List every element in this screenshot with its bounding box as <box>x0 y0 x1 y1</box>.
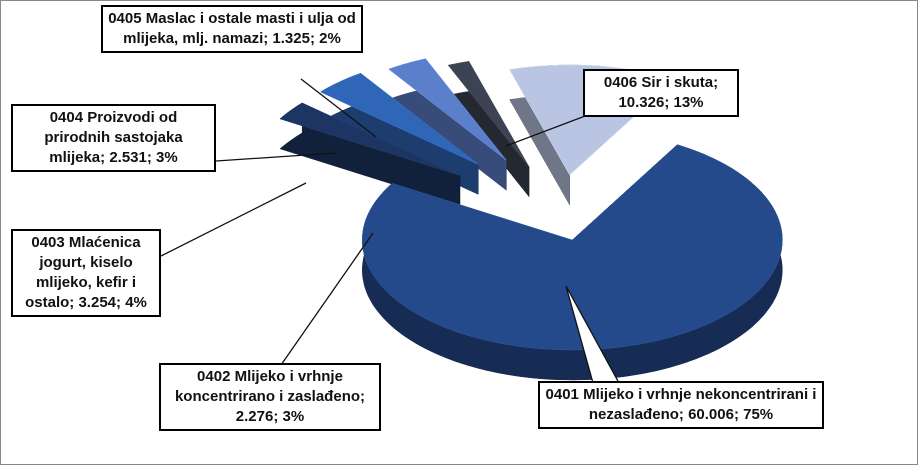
label-category: 0405 Maslac i ostale masti i ulja od mli… <box>108 10 356 47</box>
label-category: 0401 Mlijeko i vrhnje nekoncentrirani i … <box>545 386 817 423</box>
data-label: 0404 Proizvodi od prirodnih sastojaka ml… <box>11 104 216 172</box>
leader-line <box>215 152 337 162</box>
slice <box>388 58 507 161</box>
leader-line <box>160 182 307 257</box>
label-percent: 4% <box>125 294 147 311</box>
label-category: 0403 Mlaćenica jogurt, kiselo mlijeko, k… <box>25 234 141 311</box>
leader-line <box>280 232 374 366</box>
slice <box>279 102 461 176</box>
slice <box>319 73 479 165</box>
data-label: 0401 Mlijeko i vrhnje nekoncentrirani i … <box>538 381 824 429</box>
label-value: 2.531; <box>109 149 152 166</box>
label-category: 0404 Proizvodi od prirodnih sastojaka ml… <box>44 109 183 166</box>
label-category: 0402 Mlijeko i vrhnje koncentrirano i za… <box>174 368 366 405</box>
leader-line <box>565 285 620 384</box>
label-value: 2.276; <box>235 408 279 425</box>
label-percent: 75% <box>743 406 774 423</box>
label-value: 10.326; <box>618 94 670 111</box>
label-value: 1.325; <box>272 30 315 47</box>
label-percent: 13% <box>673 94 704 111</box>
label-percent: 3% <box>156 149 178 166</box>
leader-line <box>300 78 377 138</box>
leaders <box>160 78 620 384</box>
data-label: 0403 Mlaćenica jogurt, kiselo mlijeko, k… <box>11 229 161 317</box>
slice <box>447 61 530 167</box>
label-category: 0406 Sir i skuta; <box>603 74 719 91</box>
data-label: 0405 Maslac i ostale masti i ulja od mli… <box>101 5 363 53</box>
label-percent: 2% <box>319 30 341 47</box>
label-value: 3.254; <box>78 294 122 311</box>
slice <box>362 144 783 351</box>
data-label: 0406 Sir i skuta; 10.326; 13% <box>583 69 739 117</box>
data-label: 0402 Mlijeko i vrhnje koncentrirano i za… <box>159 363 381 431</box>
label-value: 60.006; <box>688 406 739 423</box>
leader-line <box>505 112 594 147</box>
label-percent: 3% <box>282 408 305 425</box>
